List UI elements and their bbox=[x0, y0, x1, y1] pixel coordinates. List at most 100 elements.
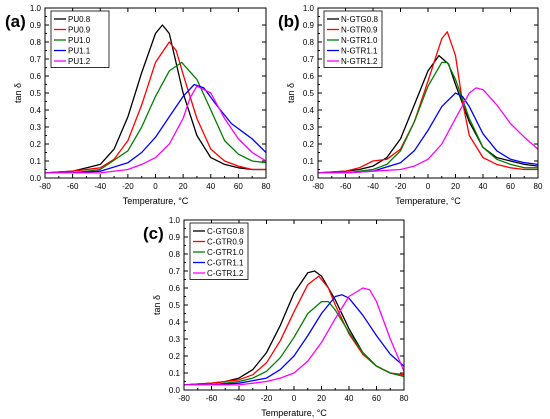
x-tick-label: -20 bbox=[261, 394, 273, 403]
x-tick-label: 0 bbox=[153, 182, 158, 191]
panel-c: (c) -80 -60 -40 -20 0 20 40 60 80 0.0 0.1 0.2 0.3 0.4 0… bbox=[143, 216, 409, 418]
y-tick-label: 0.9 bbox=[169, 233, 181, 242]
x-tick-label: -80 bbox=[312, 182, 324, 191]
legend-label: C-GTR1.0 bbox=[207, 248, 244, 257]
y-tick-label: 0.1 bbox=[169, 369, 181, 378]
x-tick-label: 60 bbox=[506, 182, 515, 191]
series-line-C-GTR0.9 bbox=[184, 275, 404, 386]
y-tick-label: 0.4 bbox=[169, 318, 181, 327]
x-tick-label: -40 bbox=[94, 182, 106, 191]
x-tick-label: -80 bbox=[178, 394, 190, 403]
panel-a: (a) -80 -60 -40 -20 0 20 40 60 80 0.0 0.1 0.2 0.3 0.4 0… bbox=[5, 4, 271, 206]
y-tick-label: 0.0 bbox=[169, 386, 181, 395]
x-tick-label: -20 bbox=[122, 182, 134, 191]
y-tick-label: 0.7 bbox=[169, 267, 181, 276]
legend-label: C-GTR1.1 bbox=[207, 259, 244, 268]
series-line-C-GTR1.1 bbox=[184, 294, 404, 386]
y-axis-label: tan δ bbox=[13, 83, 23, 103]
x-tick-label: 40 bbox=[479, 182, 488, 191]
x-tick-label: 60 bbox=[234, 182, 243, 191]
series-line-N-GTR1.1 bbox=[318, 92, 538, 174]
legend-label: PU1.2 bbox=[68, 57, 91, 66]
legend-label: N-GTG0.8 bbox=[341, 15, 378, 24]
legend-label: N-GTR1.2 bbox=[341, 57, 378, 66]
y-tick-label: 1.0 bbox=[169, 216, 181, 225]
y-tick-label: 0.7 bbox=[30, 55, 42, 64]
y-tick-label: 0.1 bbox=[303, 157, 315, 166]
legend-label: N-GTR1.1 bbox=[341, 47, 378, 56]
series-line-N-GTG0.8 bbox=[318, 54, 538, 174]
x-tick-label: -60 bbox=[206, 394, 218, 403]
series-line-N-GTR1.0 bbox=[318, 61, 538, 174]
y-tick-label: 0.9 bbox=[30, 21, 42, 30]
legend: N-GTG0.8 N-GTR0.9N-GTR1.0 N-GTR1.1N-GTR1.2 bbox=[323, 10, 383, 68]
series-line-N-GTR1.2 bbox=[318, 87, 538, 174]
y-axis-label: tan δ bbox=[286, 83, 296, 103]
series-line-PU0.8 bbox=[45, 24, 266, 174]
legend-label: C-GTR1.2 bbox=[207, 269, 244, 278]
panel-label: (a) bbox=[5, 12, 26, 31]
x-tick-label: -80 bbox=[39, 182, 51, 191]
y-tick-label: 0.5 bbox=[303, 89, 315, 98]
legend-label: N-GTR1.0 bbox=[341, 36, 378, 45]
series-line-N-GTR0.9 bbox=[318, 31, 538, 174]
x-tick-label: -20 bbox=[395, 182, 407, 191]
legend: C-GTG0.8 C-GTR0.9C-GTR1.0 C-GTR1.1C-GTR1.2 bbox=[189, 222, 249, 280]
y-tick-label: 0.2 bbox=[169, 352, 181, 361]
x-tick-label: -60 bbox=[340, 182, 352, 191]
y-tick-label: 0.2 bbox=[303, 140, 315, 149]
series-line-PU1.1 bbox=[45, 83, 266, 174]
legend-box bbox=[323, 10, 383, 68]
series-line-PU1.0 bbox=[45, 61, 266, 174]
y-tick-label: 0.5 bbox=[30, 89, 42, 98]
x-tick-label: -40 bbox=[367, 182, 379, 191]
legend-box bbox=[189, 222, 249, 280]
panel-label: (b) bbox=[278, 12, 300, 31]
plot-frame bbox=[183, 219, 405, 391]
legend-label: N-GTR0.9 bbox=[341, 26, 378, 35]
series-line-PU1.2 bbox=[45, 85, 266, 174]
series-line-C-GTR1.0 bbox=[184, 300, 404, 386]
x-tick-label: 20 bbox=[317, 394, 326, 403]
x-tick-label: 40 bbox=[206, 182, 215, 191]
legend-box bbox=[50, 10, 110, 68]
y-tick-label: 0.8 bbox=[303, 38, 315, 47]
plot-frame bbox=[44, 7, 267, 179]
x-tick-label: 40 bbox=[345, 394, 354, 403]
y-tick-label: 0.1 bbox=[30, 157, 42, 166]
y-tick-label: 0.0 bbox=[30, 174, 42, 183]
x-tick-label: 80 bbox=[534, 182, 543, 191]
x-tick-label: -60 bbox=[67, 182, 79, 191]
y-tick-label: 0.6 bbox=[169, 284, 181, 293]
x-tick-label: -40 bbox=[233, 394, 245, 403]
y-tick-label: 0.7 bbox=[303, 55, 315, 64]
series-line-PU0.9 bbox=[45, 41, 266, 174]
x-tick-label: 80 bbox=[262, 182, 271, 191]
panel-b: (b) -80 -60 -40 -20 0 20 40 60 80 0.0 0.1 0.2 0.3 0.4 0… bbox=[278, 4, 543, 206]
legend-label: C-GTR0.9 bbox=[207, 238, 244, 247]
x-axis-label: Temperature, °C bbox=[123, 196, 189, 206]
y-tick-label: 0.6 bbox=[303, 72, 315, 81]
y-tick-label: 0.3 bbox=[169, 335, 181, 344]
x-tick-label: 0 bbox=[292, 394, 297, 403]
y-tick-label: 0.5 bbox=[169, 301, 181, 310]
plot-frame bbox=[317, 7, 539, 179]
legend-label: C-GTG0.8 bbox=[207, 227, 244, 236]
x-tick-label: 0 bbox=[426, 182, 431, 191]
y-tick-label: 0.8 bbox=[30, 38, 42, 47]
x-tick-label: 20 bbox=[451, 182, 460, 191]
legend-label: PU0.8 bbox=[68, 15, 91, 24]
y-tick-label: 0.3 bbox=[30, 123, 42, 132]
y-tick-label: 0.4 bbox=[30, 106, 42, 115]
legend-label: PU1.0 bbox=[68, 36, 91, 45]
y-tick-label: 0.0 bbox=[303, 174, 315, 183]
y-tick-label: 0.8 bbox=[169, 250, 181, 259]
legend-label: PU0.9 bbox=[68, 26, 91, 35]
series-line-C-GTR1.2 bbox=[184, 287, 404, 386]
y-tick-label: 0.3 bbox=[303, 123, 315, 132]
y-tick-label: 0.2 bbox=[30, 140, 42, 149]
panel-label: (c) bbox=[143, 224, 164, 243]
y-tick-label: 1.0 bbox=[30, 4, 42, 13]
